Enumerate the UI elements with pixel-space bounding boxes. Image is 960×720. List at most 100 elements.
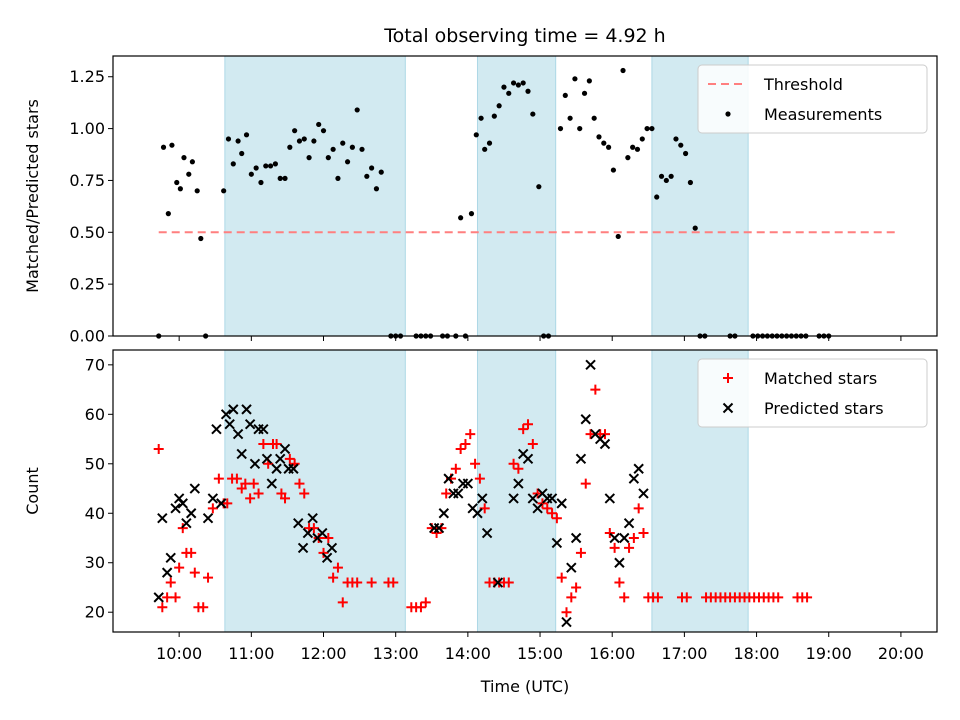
data-point — [532, 488, 543, 499]
data-point — [181, 155, 187, 161]
data-point — [258, 423, 269, 435]
data-point — [557, 125, 564, 132]
data-point — [546, 493, 558, 504]
data-point — [525, 88, 531, 94]
data-point — [481, 527, 493, 539]
data-point — [551, 537, 563, 549]
data-point — [271, 463, 282, 474]
data-point — [296, 138, 303, 144]
data-point — [203, 572, 214, 583]
data-point — [366, 577, 377, 588]
data-point — [284, 453, 295, 464]
data-point — [580, 478, 591, 489]
data-point — [292, 128, 298, 134]
data-point — [364, 173, 370, 179]
data-point — [501, 84, 507, 90]
data-point — [681, 592, 692, 603]
data-point — [352, 577, 363, 588]
data-point — [354, 107, 360, 113]
x-tick-label: 17:00 — [661, 644, 707, 663]
data-point — [165, 552, 176, 563]
data-point — [520, 80, 526, 86]
data-point — [177, 186, 183, 192]
y-axis-label: Matched/Predicted stars — [23, 99, 42, 293]
data-point — [261, 453, 273, 465]
data-point — [189, 159, 195, 165]
data-point — [271, 439, 282, 449]
data-point — [369, 165, 375, 171]
legend-label: Threshold — [763, 75, 843, 94]
data-point — [266, 478, 277, 489]
data-point — [162, 592, 173, 603]
data-point — [420, 597, 431, 608]
series-matched-stars — [153, 384, 813, 618]
y-tick-label: 0.00 — [69, 327, 105, 346]
data-point — [198, 235, 204, 242]
data-point — [280, 493, 291, 504]
data-point — [263, 163, 269, 169]
data-point — [241, 404, 252, 415]
data-point — [644, 125, 650, 132]
data-point — [506, 90, 512, 96]
data-point — [330, 146, 336, 152]
data-point — [335, 175, 341, 181]
data-point — [443, 473, 454, 484]
data-point — [181, 517, 192, 529]
data-point — [320, 128, 327, 134]
data-point — [523, 419, 534, 430]
data-point — [623, 517, 635, 529]
data-point — [337, 597, 348, 608]
data-point — [572, 76, 578, 82]
data-point — [625, 155, 631, 161]
data-point — [610, 167, 617, 173]
data-point — [668, 173, 674, 179]
data-point — [547, 508, 558, 519]
data-point — [478, 115, 484, 121]
data-point — [527, 439, 538, 449]
data-point — [294, 478, 305, 489]
data-point — [344, 159, 351, 165]
x-tick-label: 16:00 — [589, 644, 635, 663]
x-tick-label: 19:00 — [806, 644, 852, 663]
data-point — [299, 488, 310, 499]
data-point — [282, 175, 288, 181]
data-point — [244, 419, 256, 430]
data-point — [216, 498, 227, 509]
data-point — [575, 453, 587, 465]
data-point — [249, 458, 261, 469]
data-point — [174, 179, 180, 186]
data-point — [601, 140, 607, 146]
data-point — [359, 146, 365, 152]
data-point — [306, 155, 312, 161]
chart-title: Total observing time = 4.92 h — [383, 25, 665, 47]
observing-interval — [224, 349, 406, 633]
y-tick-label: 70 — [85, 355, 105, 374]
x-tick-label: 11:00 — [228, 644, 274, 663]
data-point — [243, 132, 250, 138]
axes-frame — [112, 349, 938, 633]
data-point — [652, 592, 663, 603]
data-point — [224, 419, 235, 430]
legend-box — [697, 64, 928, 134]
data-point — [288, 463, 299, 474]
data-point — [604, 493, 616, 504]
data-point — [240, 478, 251, 489]
data-point — [307, 513, 318, 524]
legend-label: Matched stars — [764, 369, 877, 388]
x-axis-label: Time (UTC) — [480, 677, 569, 696]
y-tick-label: 0.50 — [69, 223, 105, 242]
data-point — [599, 429, 610, 440]
data-point — [802, 592, 813, 603]
data-point — [460, 439, 471, 449]
data-point — [153, 443, 164, 454]
data-point — [438, 508, 450, 519]
observing-interval — [476, 349, 557, 633]
data-point — [189, 567, 200, 578]
data-point — [678, 142, 684, 148]
data-point — [211, 423, 222, 435]
data-point — [628, 473, 640, 484]
data-point — [586, 78, 592, 84]
data-point — [491, 113, 497, 119]
data-point — [272, 161, 278, 167]
data-point — [620, 67, 626, 74]
